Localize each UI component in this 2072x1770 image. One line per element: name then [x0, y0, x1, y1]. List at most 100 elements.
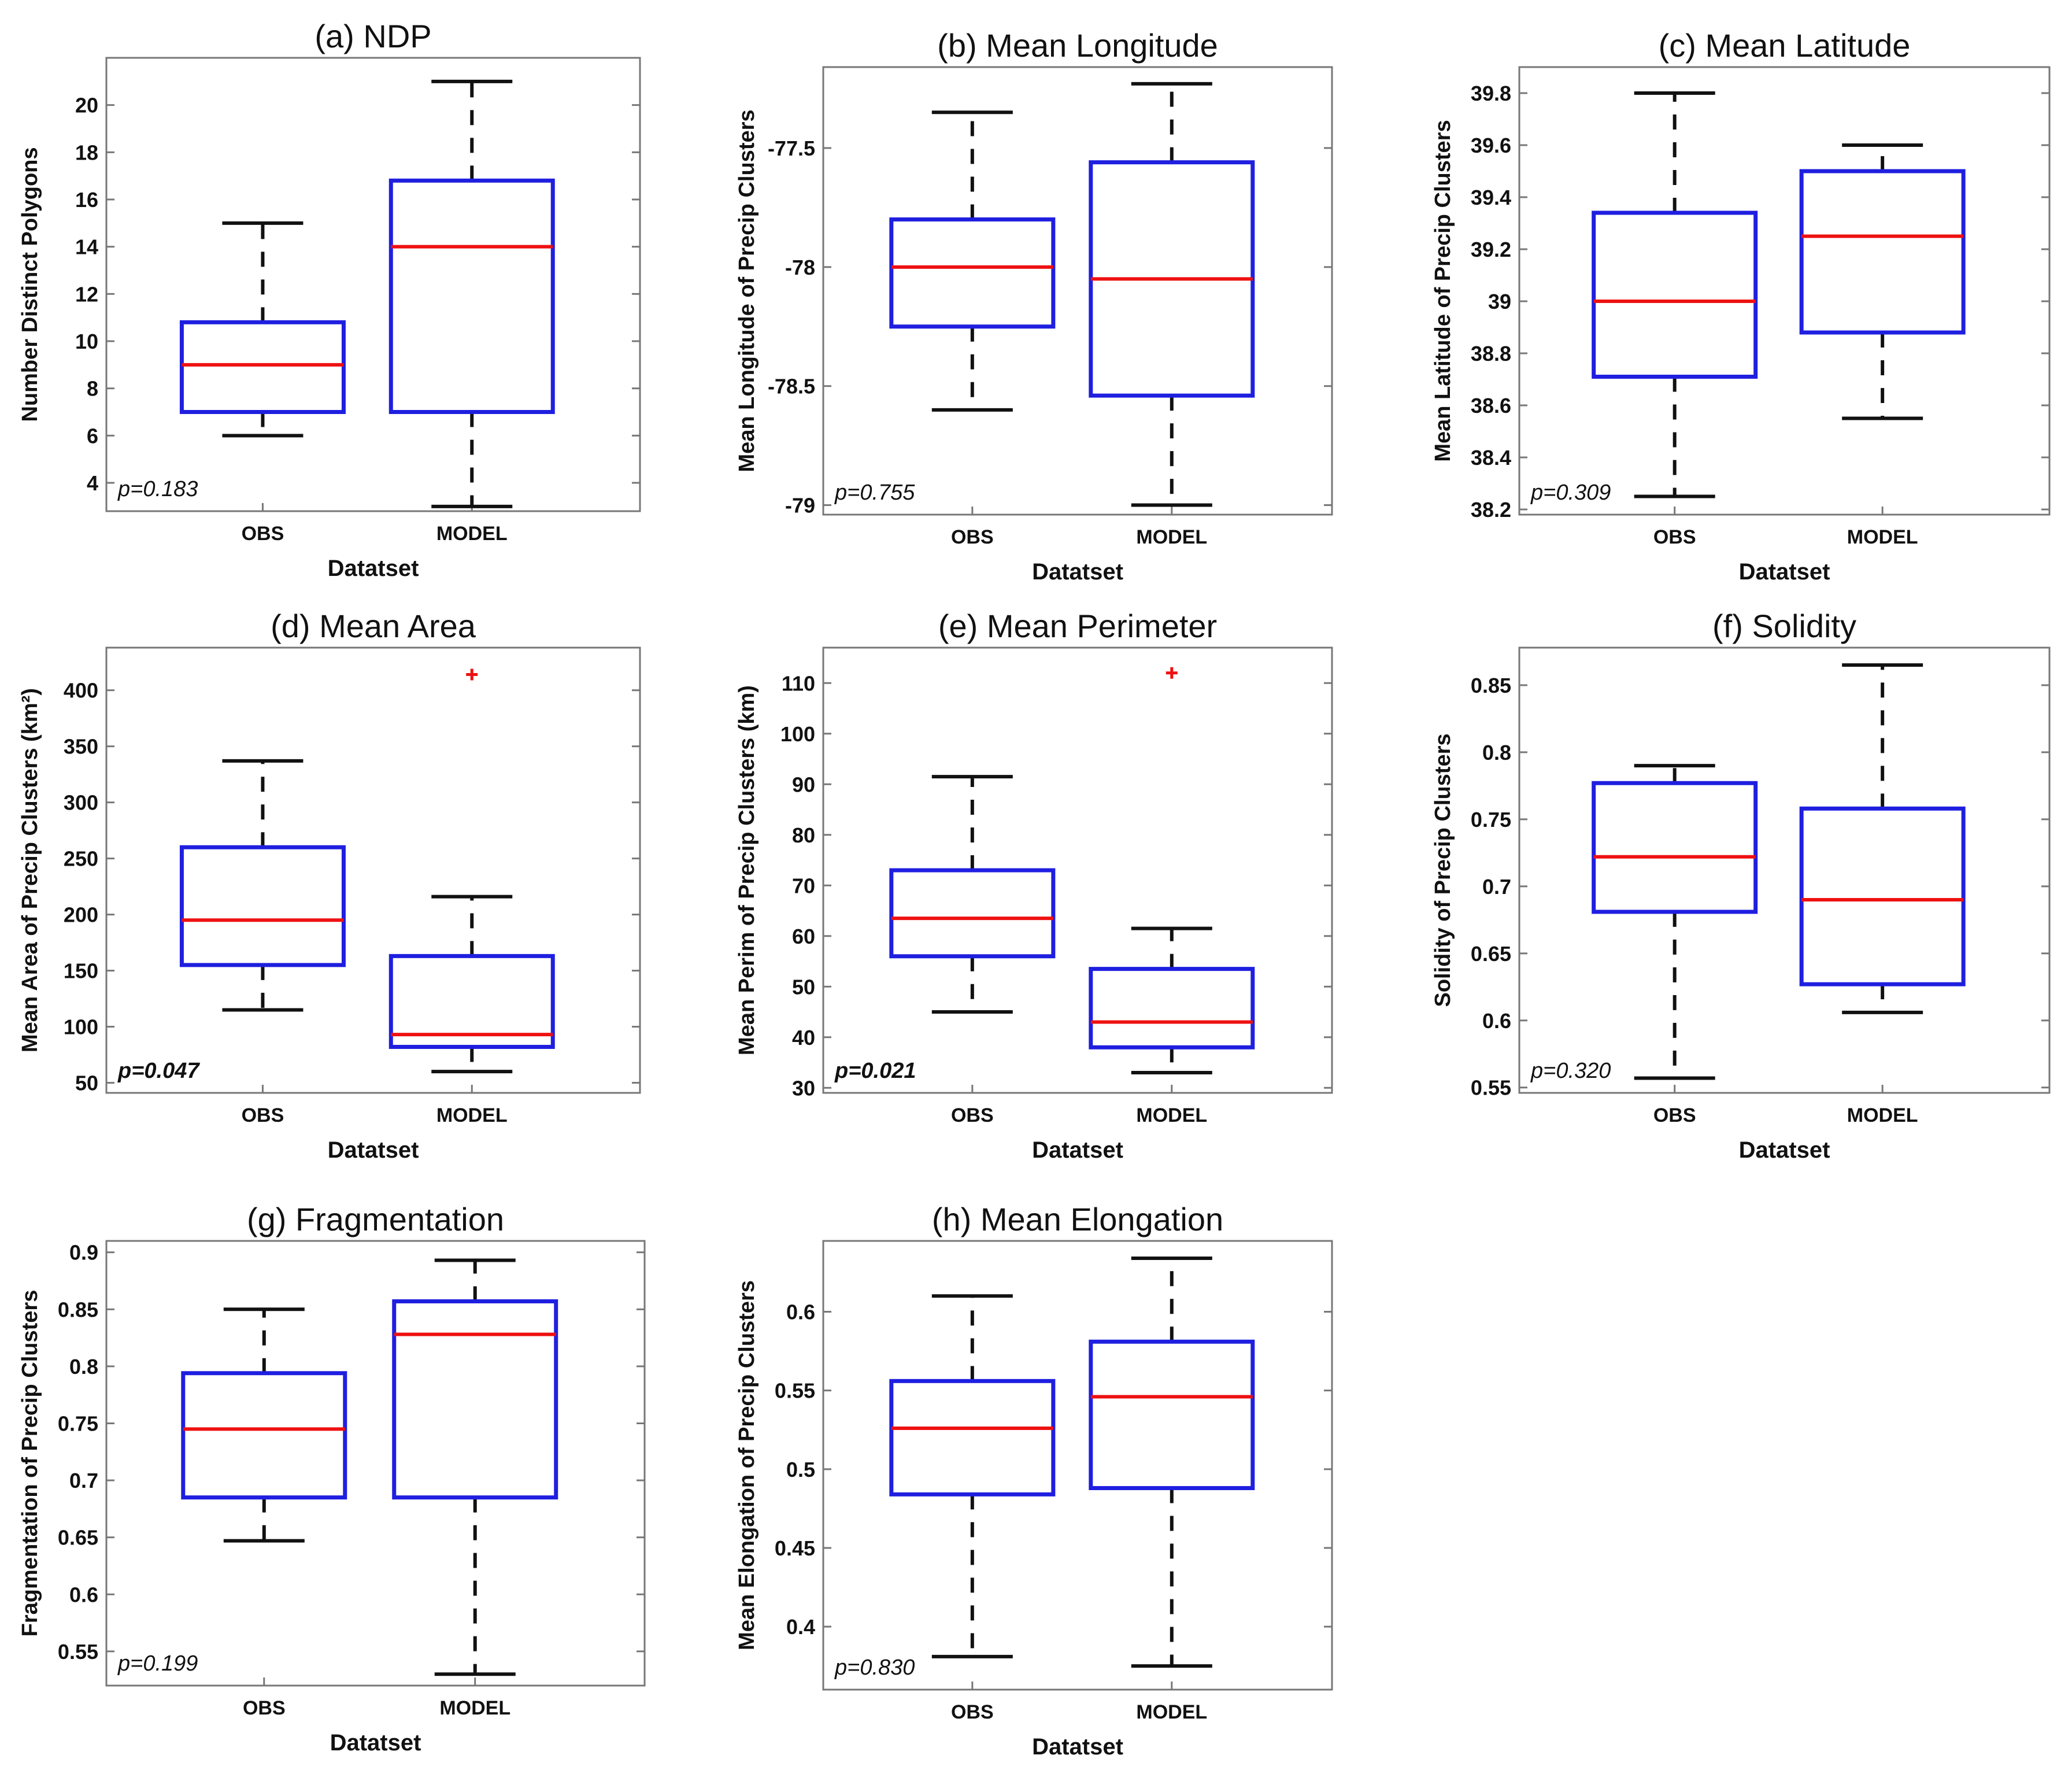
- y-tick-label: 250: [64, 847, 98, 871]
- box-model: MODEL: [392, 1258, 558, 1719]
- axes-frame: [822, 646, 1333, 1094]
- y-tick-label: 0.85: [1471, 674, 1511, 697]
- p-value-annotation: p=0.320: [1530, 1059, 1611, 1083]
- y-tick-label: 0.7: [1482, 875, 1511, 899]
- y-axis-label: Mean Latitude of Precip Clusters: [1431, 120, 1455, 461]
- chart-title: (b) Mean Longitude: [937, 27, 1218, 64]
- iqr-box: [1592, 781, 1758, 914]
- x-category-label: OBS: [243, 1697, 286, 1719]
- x-category-label: MODEL: [436, 1104, 508, 1126]
- y-tick-label: 39.4: [1471, 186, 1511, 209]
- y-tick-label: 0.8: [69, 1355, 98, 1379]
- x-axis-label: Datatset: [1739, 1137, 1830, 1163]
- y-tick-label: 50: [792, 975, 815, 999]
- p-value-annotation: p=0.199: [117, 1651, 198, 1676]
- y-axis-label: Mean Perim of Precip Clusters (km): [735, 685, 759, 1055]
- axes-frame: [105, 646, 641, 1094]
- x-category-label: OBS: [242, 523, 284, 545]
- y-tick-label: 0.8: [1482, 741, 1511, 764]
- iqr-box: [179, 320, 346, 414]
- y-axis-label: Solidity of Precip Clusters: [1431, 734, 1455, 1007]
- y-tick-label: 40: [792, 1026, 815, 1050]
- box-obs: OBS: [889, 775, 1056, 1126]
- x-category-label: OBS: [1653, 526, 1696, 548]
- chart-panel-7: 0.55 0.6 0.65 0.7 0.75 0.8 0.85 0.9 OBS MODEL (g) …: [18, 1201, 646, 1756]
- chart-title: (e) Mean Perimeter: [938, 608, 1217, 644]
- iqr-box: [1799, 169, 1966, 335]
- axes-frame: [822, 1240, 1333, 1691]
- chart-title: (f) Solidity: [1712, 608, 1856, 644]
- y-tick-label: 38.4: [1471, 446, 1511, 470]
- y-tick-label: 110: [782, 671, 815, 695]
- y-tick-label: 0.6: [786, 1300, 815, 1324]
- x-axis-label: Datatset: [330, 1730, 421, 1756]
- p-value-annotation: p=0.047: [117, 1059, 200, 1083]
- chart-panel-1: 4 6 8 10 12 14 16 18 20 OBS MODEL (a) NDP Datatset Nu…: [18, 18, 641, 581]
- iqr-box: [388, 178, 555, 414]
- chart-panel-2: -79 -78.5 -78 -77.5 OBS MODEL (b) Mean Longitu…: [735, 27, 1333, 585]
- box-obs: OBS: [179, 221, 346, 545]
- x-category-label: OBS: [951, 526, 994, 548]
- y-tick-label: 12: [75, 282, 98, 306]
- iqr-box: [179, 845, 346, 967]
- y-tick-label: 0.55: [1471, 1076, 1511, 1100]
- y-tick-label: 0.7: [69, 1469, 98, 1492]
- box-obs: OBS: [181, 1307, 347, 1719]
- y-tick-label: 400: [64, 679, 98, 703]
- box-obs: OBS: [889, 1294, 1056, 1723]
- x-category-label: MODEL: [1847, 526, 1918, 548]
- y-tick-label: 0.65: [58, 1526, 98, 1550]
- y-tick-label: 39.2: [1471, 238, 1511, 261]
- chart-title: (c) Mean Latitude: [1659, 27, 1911, 64]
- y-tick-label: 60: [792, 925, 815, 948]
- y-tick-label: 0.45: [775, 1536, 815, 1560]
- axes-frame: [1518, 646, 2051, 1094]
- y-tick-label: 70: [792, 874, 815, 897]
- y-tick-label: 38.6: [1471, 394, 1511, 417]
- chart-panel-8: 0.4 0.45 0.5 0.55 0.6 OBS MODEL (h) Mean Elonga…: [735, 1201, 1333, 1760]
- chart-panel-6: 0.55 0.6 0.65 0.7 0.75 0.8 0.85 OBS MODEL (f) Sol…: [1431, 608, 2051, 1163]
- y-tick-label: 38.8: [1471, 342, 1511, 365]
- chart-title: (a) NDP: [314, 18, 431, 54]
- p-value-annotation: p=0.755: [834, 481, 915, 505]
- x-category-label: MODEL: [1136, 1104, 1207, 1126]
- box-obs: OBS: [1592, 764, 1758, 1126]
- y-tick-label: 90: [792, 773, 815, 796]
- y-tick-label: 300: [64, 791, 98, 815]
- p-value-annotation: p=0.309: [1530, 481, 1611, 505]
- x-axis-label: Datatset: [1032, 559, 1123, 585]
- y-tick-label: 50: [75, 1071, 98, 1095]
- y-tick-label: 39: [1488, 290, 1511, 313]
- x-category-label: MODEL: [1847, 1104, 1918, 1126]
- y-tick-label: 150: [64, 959, 98, 983]
- iqr-box: [889, 217, 1056, 329]
- x-axis-label: Datatset: [328, 1137, 419, 1163]
- y-tick-label: 100: [64, 1015, 98, 1039]
- chart-title: (h) Mean Elongation: [932, 1201, 1223, 1237]
- iqr-box: [1592, 210, 1758, 379]
- x-category-label: OBS: [242, 1104, 284, 1126]
- y-axis-label: Number Distinct Polygons: [18, 147, 42, 422]
- y-tick-label: 0.55: [775, 1379, 815, 1403]
- axes-frame: [1518, 66, 2051, 516]
- y-tick-label: 100: [780, 722, 815, 746]
- iqr-box: [889, 1379, 1056, 1496]
- y-tick-label: 0.65: [1471, 942, 1511, 966]
- y-tick-label: 39.8: [1471, 82, 1511, 105]
- y-tick-label: 0.6: [1482, 1009, 1511, 1033]
- iqr-box: [1089, 967, 1255, 1050]
- x-axis-label: Datatset: [1739, 559, 1830, 585]
- y-tick-label: 4: [87, 471, 98, 495]
- box-model: MODEL: [1089, 82, 1255, 548]
- iqr-box: [392, 1299, 558, 1500]
- y-tick-label: 0.9: [69, 1241, 98, 1265]
- box-model: MODEL: [388, 668, 555, 1126]
- x-axis-label: Datatset: [328, 556, 419, 581]
- box-obs: OBS: [889, 110, 1056, 548]
- iqr-box: [1799, 806, 1966, 986]
- y-tick-label: 38.2: [1471, 498, 1511, 522]
- y-tick-label: 14: [75, 235, 98, 259]
- y-tick-label: 10: [75, 330, 98, 353]
- p-value-annotation: p=0.183: [117, 477, 198, 501]
- x-category-label: OBS: [951, 1104, 994, 1126]
